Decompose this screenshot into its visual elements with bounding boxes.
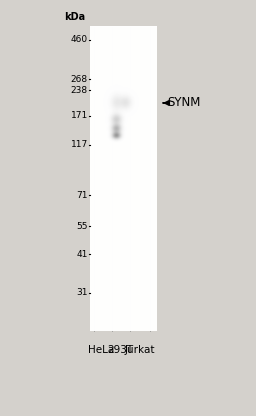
Text: 41: 41 [77,250,88,259]
Text: 293T: 293T [107,345,133,355]
Bar [90,27,157,331]
Text: Jurkat: Jurkat [124,345,155,355]
Text: HeLa: HeLa [88,345,114,355]
Text: kDa: kDa [64,12,85,22]
Text: 71: 71 [76,191,88,200]
Text: 55: 55 [76,221,88,230]
Text: 268: 268 [71,75,88,84]
Text: 238: 238 [71,86,88,95]
Text: 31: 31 [76,288,88,297]
Text: 117: 117 [71,140,88,149]
Text: 460: 460 [71,35,88,44]
Text: SYNM: SYNM [167,97,201,109]
Text: 171: 171 [71,111,88,120]
